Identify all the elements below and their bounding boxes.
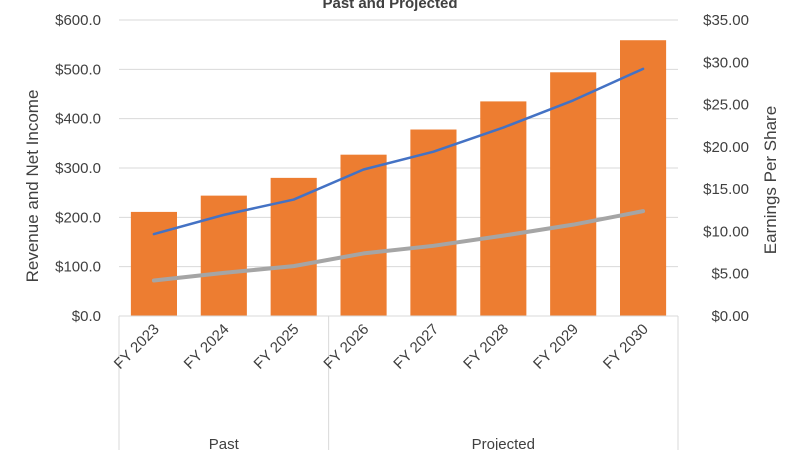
bar [130,211,177,316]
y2-tick-label: $30.00 [703,54,749,71]
line-series [151,67,646,283]
bar [620,40,667,317]
bar [550,72,597,316]
y2-tick-label: $35.00 [703,12,749,29]
eps-line [151,209,646,283]
y-tick-label: $400.0 [55,111,101,128]
bar [340,154,387,316]
bar [410,129,457,316]
y-tick-label: $200.0 [55,209,101,226]
bar-series [130,40,667,317]
bar [480,101,527,317]
y-tick-label: $100.0 [55,259,101,276]
bar [270,177,317,316]
y-tick-label: $600.0 [55,12,101,29]
y2-tick-label: $0.00 [711,308,749,325]
y-tick-label: $500.0 [55,61,101,78]
y2-axis-title: Earnings Per Share [761,106,780,254]
x-tick-label: FY 2027 [390,321,442,373]
y2-tick-label: $10.00 [703,223,749,240]
y2-tick-label: $25.00 [703,97,749,114]
y2-tick-label: $20.00 [703,139,749,156]
x-tick-label: FY 2025 [251,321,303,373]
y-tick-label: $300.0 [55,160,101,177]
category-group-label: Projected [472,436,535,450]
category-group-label: Past [209,436,240,450]
y-axis-title: Revenue and Net Income [23,90,42,283]
x-tick-label: FY 2024 [181,321,233,373]
x-tick-label: FY 2028 [460,321,512,373]
x-tick-label: FY 2030 [600,321,652,373]
y2-tick-label: $5.00 [711,266,749,283]
x-tick-label: FY 2029 [530,321,582,373]
axes: $0.0 $100.0 $200.0 $300.0 $400.0 $500.0 $600.0… [55,12,749,450]
y2-tick-label: $15.00 [703,181,749,198]
chart-title: Past and Projected [322,0,457,12]
net-income-line [152,67,645,236]
y-tick-label: $0.0 [72,308,101,325]
